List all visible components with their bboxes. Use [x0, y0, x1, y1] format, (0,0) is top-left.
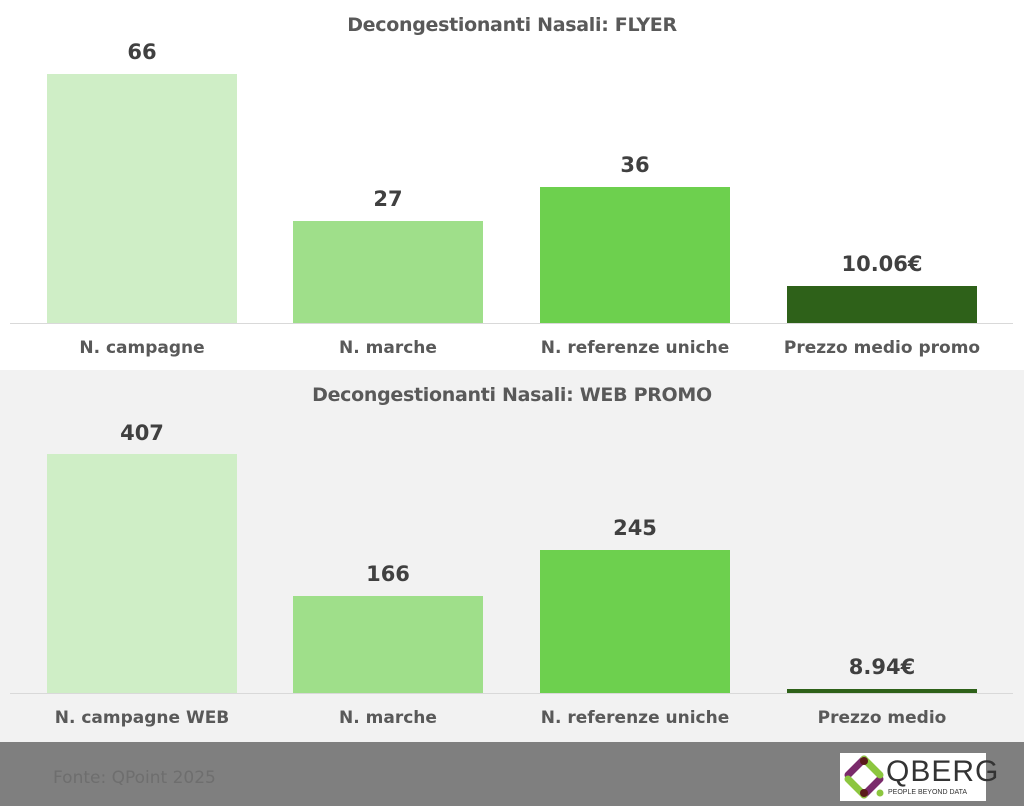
category-label: N. referenze uniche	[540, 708, 730, 728]
data-label: 27	[373, 187, 403, 211]
bar-n-referenze-uniche	[540, 187, 730, 323]
logo-wordmark: QBERG	[886, 755, 1000, 788]
data-label: 8.94€	[848, 655, 916, 679]
category-label: Prezzo medio promo	[783, 338, 981, 358]
category-label: N. referenze uniche	[540, 338, 730, 358]
data-label: 166	[366, 562, 410, 586]
data-label: 36	[620, 153, 650, 177]
qberg-diamond-icon	[844, 755, 884, 799]
bar-n-referenze-uniche	[540, 550, 730, 693]
bar-prezzo-medio	[787, 689, 977, 693]
category-label: N. campagne	[79, 338, 205, 358]
data-label: 10.06€	[841, 252, 923, 276]
source-note: Fonte: QPoint 2025	[53, 768, 216, 788]
logo-tagline: PEOPLE BEYOND DATA	[888, 789, 968, 796]
chart-title: Decongestionanti Nasali: WEB PROMO	[312, 384, 712, 406]
category-label: Prezzo medio	[817, 708, 947, 728]
qberg-logo: QBERG PEOPLE BEYOND DATA	[840, 753, 998, 801]
category-label: N. marche	[339, 708, 437, 728]
x-axis-line	[10, 323, 1013, 324]
bar-prezzo-medio-promo	[787, 286, 977, 323]
data-label: 245	[613, 516, 657, 540]
bar-n-campagne-web	[47, 454, 237, 693]
x-axis-line	[10, 693, 1013, 694]
category-label: N. marche	[339, 338, 437, 358]
footer: Fonte: QPoint 2025 QBERG PEOPLE BEYOND D…	[0, 742, 1024, 806]
bar-n-marche	[293, 596, 483, 693]
data-label: 66	[127, 40, 157, 64]
web-promo-chart-panel: Decongestionanti Nasali: WEB PROMO 407 1…	[0, 370, 1024, 742]
bar-n-campagne	[47, 74, 237, 323]
data-label: 407	[120, 421, 164, 445]
flyer-chart-panel: Decongestionanti Nasali: FLYER 66 27 36 …	[0, 0, 1024, 370]
chart-title: Decongestionanti Nasali: FLYER	[347, 14, 677, 36]
category-label: N. campagne WEB	[54, 708, 230, 728]
bar-n-marche	[293, 221, 483, 323]
